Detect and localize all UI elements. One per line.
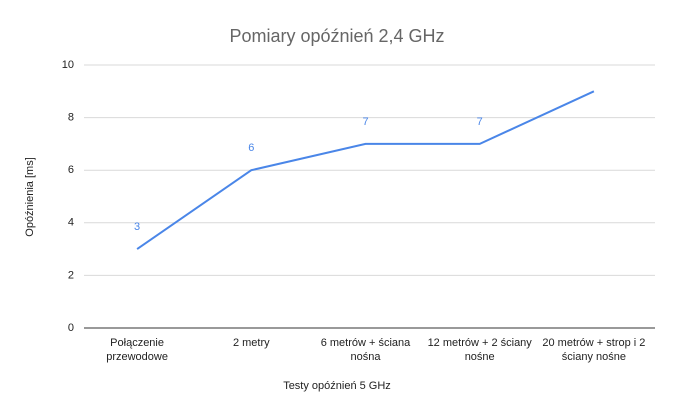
y-tick-label: 6 [68, 164, 74, 176]
x-tick-label: 12 metrów + 2 ściany nośne [427, 337, 532, 363]
y-axis-title: Opóźnienia [ms] [24, 157, 36, 236]
x-tick-label: 6 metrów + ściana nośna [320, 337, 411, 363]
y-tick-label: 8 [68, 112, 74, 124]
data-label: 7 [362, 116, 368, 128]
data-label: 7 [477, 116, 483, 128]
x-axis-title: Testy opóźnień 5 GHz [283, 380, 391, 392]
chart-title: Pomiary opóźnień 2,4 GHz [229, 26, 444, 46]
y-tick-label: 10 [62, 59, 74, 71]
x-tick-label: 2 metry [232, 337, 270, 349]
y-tick-label: 0 [68, 322, 74, 334]
data-label: 6 [248, 142, 254, 154]
x-tick-label: Połączenie przewodowe [106, 337, 168, 363]
y-tick-label: 2 [68, 269, 74, 281]
y-tick-label: 4 [68, 217, 74, 229]
x-tick-label: 20 metrów + strop i 2 ściany nośne [542, 337, 646, 363]
data-label: 3 [134, 221, 140, 233]
data-line [136, 90, 595, 250]
